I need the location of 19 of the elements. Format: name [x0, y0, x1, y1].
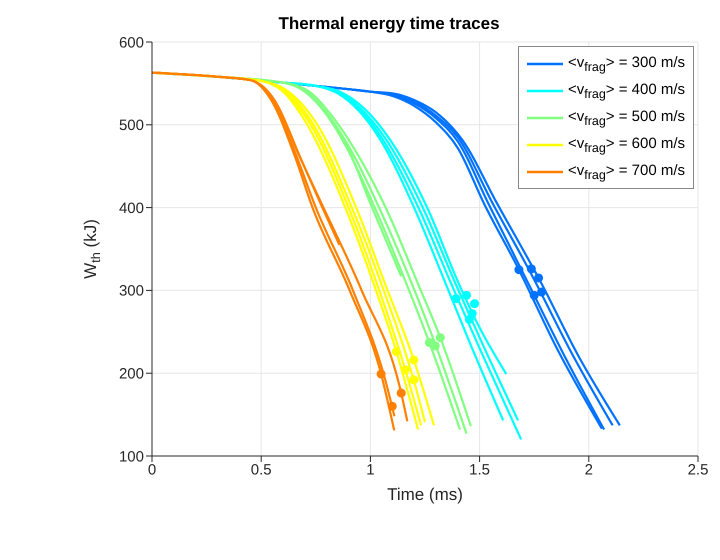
x-tick-label: 0: [148, 462, 156, 479]
legend-label: <v$_{frag}$> = 600 m/s: [568, 134, 685, 154]
y-tick-label: 300: [118, 282, 144, 300]
y-tick-label: 500: [118, 117, 144, 134]
x-tick-label: 0.5: [250, 462, 272, 479]
x-tick-label: 1: [366, 462, 375, 479]
chart-title: Thermal energy time traces: [277, 14, 501, 34]
x-tick-label: 1.5: [469, 462, 490, 479]
y-tick-label: 200: [118, 366, 144, 383]
y-tick-label: 100: [118, 448, 144, 466]
y-tick-label: 600: [118, 34, 144, 52]
x-tick-label: 2.5: [688, 462, 708, 479]
x-axis-title: Time (ms): [387, 485, 463, 504]
legend-label: <v$_{frag}$> = 500 m/s: [568, 108, 685, 128]
legend-label: <v$_{frag}$> = 400 m/s: [568, 80, 685, 100]
legend-label: <v$_{frag}$> = 700 m/s: [568, 162, 685, 182]
x-tick-label: 2: [584, 462, 593, 479]
legend-label: <v$_{frag}$> = 300 m/s: [568, 54, 685, 74]
y-tick-label: 400: [118, 200, 144, 217]
